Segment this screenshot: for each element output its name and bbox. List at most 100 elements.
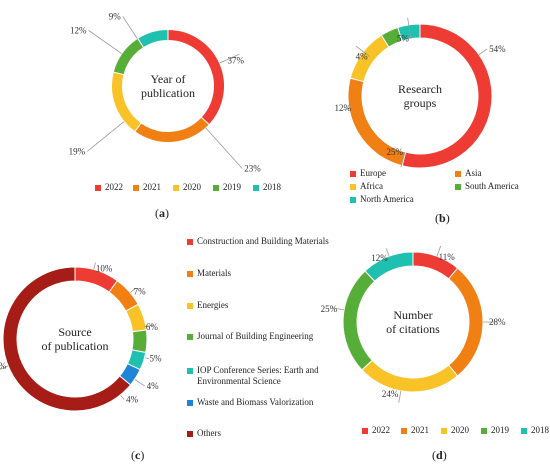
legend-swatch [350,171,356,177]
leader-line [93,262,96,270]
leader-line [143,324,155,328]
leader-line [436,245,442,258]
value-label-construction-and-building-materials: 10% [96,263,113,273]
value-label-2020: 19% [69,146,86,156]
legend-item-2020: 2020 [441,425,469,436]
leader-line [134,378,145,387]
panel-label-a: (a) [155,206,169,220]
legend-label: Energies [197,300,229,310]
legend-label: 2018 [531,425,549,435]
legend-item-others: Others [187,428,347,439]
slice-north-america [397,23,421,42]
legend-swatch [455,171,461,177]
legend-item-asia: Asia [455,168,482,179]
legend-swatch [521,428,527,434]
legend-item-waste-and-biomass-valorization: Waste and Biomass Valorization [187,397,347,408]
legend-swatch [253,185,259,191]
legend-item-2022: 2022 [95,182,123,193]
leader-line [355,45,370,57]
legend-label: IOP Conference Series: Earth and Environ… [197,365,319,386]
value-label-2021: 23% [244,163,261,173]
center-title-line: Number [393,308,432,322]
legend-item-2022: 2022 [362,425,390,436]
leader-line [385,248,391,259]
legend-item-2021: 2021 [133,182,161,193]
leader-line [205,127,243,169]
legend-swatch [95,185,101,191]
legend-label: 2022 [372,425,390,435]
legend-swatch [187,431,193,437]
legend-research-groups: Europe Asia Africa South America North Ameri… [0,0,550,230]
value-label-iop-conference-series-earth-and-environmental-science: 4% [147,381,160,391]
legend-label: Materials [197,268,231,278]
leader-line [122,16,138,39]
value-label-2022: 37% [228,55,245,65]
panel-label-d: (d) [432,448,447,462]
leader-line [120,394,125,400]
legend-label: Europe [360,168,386,178]
leader-line [407,17,412,39]
value-label-2019: 12% [70,25,87,35]
legend-label: 2020 [183,182,201,192]
value-label-north-america: 5% [397,34,410,44]
legend-item-south-america: South America [455,181,519,192]
center-title-line: of citations [386,322,440,336]
legend-item-journal-of-building-engineering: Journal of Building Engineering [187,331,347,342]
value-label-materials: 7% [134,286,147,296]
leader-line [88,30,122,54]
legend-label: North America [360,194,414,204]
center-title-line: Source [58,325,91,339]
leader-line [86,121,125,152]
legend-label: 2020 [451,425,469,435]
value-label-africa: 12% [335,103,352,113]
value-label-journal-of-building-engineering: 5% [149,353,162,363]
legend-swatch [213,185,219,191]
value-label-europe: 54% [489,44,506,54]
legend-item-north-america: North America [350,194,414,205]
value-label-2022: 11% [439,252,456,262]
legend-item-2018: 2018 [253,182,281,193]
leader-line [0,365,9,370]
slice-others [2,266,132,412]
leader-line [129,288,136,294]
legend-item-2019: 2019 [481,425,509,436]
center-title-line: Research [398,82,442,96]
legend-label: 2021 [143,182,161,192]
value-label-2020: 24% [382,389,399,399]
legend-swatch [187,400,193,406]
value-label-south-america: 4% [356,52,369,62]
legend-label: Construction and Building Materials [197,236,329,246]
legend-label: South America [465,181,519,191]
legend-label: Waste and Biomass Valorization [197,397,314,407]
legend-label: 2021 [411,425,429,435]
legend-item-energies: Energies [187,300,347,311]
legend-swatch [187,271,193,277]
center-title-line: of publication [42,339,109,353]
legend-label: Africa [360,181,383,191]
legend-swatch [481,428,487,434]
leader-line [398,390,402,403]
legend-item-materials: Materials [187,268,347,279]
legend-item-2018: 2018 [521,425,549,436]
legend-item-iop-conference-series-earth-and-environmental-science: IOP Conference Series: Earth and Environ… [187,365,347,387]
legend-item-europe: Europe [350,168,386,179]
legend-label: 2019 [223,182,241,192]
leader-line [219,53,240,64]
leader-line [144,357,150,360]
legend-swatch [187,303,193,309]
legend-item-2021: 2021 [401,425,429,436]
value-label-2018: 12% [371,253,388,263]
panel-label-c: (c) [131,448,145,462]
legend-label: 2022 [105,182,123,192]
leader-line [332,307,345,311]
legend-swatch [350,184,356,190]
legend-item-construction-and-building-materials: Construction and Building Materials [187,236,347,247]
center-title-line: publication [141,86,195,100]
legend-swatch [362,428,368,434]
leader-line [343,107,354,110]
value-label-2018: 9% [109,11,122,21]
legend-year-of-publication: 2022 2021 2020 2019 2018 [0,0,281,230]
value-label-others: 64% [0,361,7,371]
legend-label: Asia [465,168,482,178]
